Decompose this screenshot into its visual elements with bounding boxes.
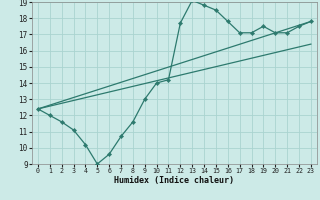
X-axis label: Humidex (Indice chaleur): Humidex (Indice chaleur) <box>115 176 234 185</box>
